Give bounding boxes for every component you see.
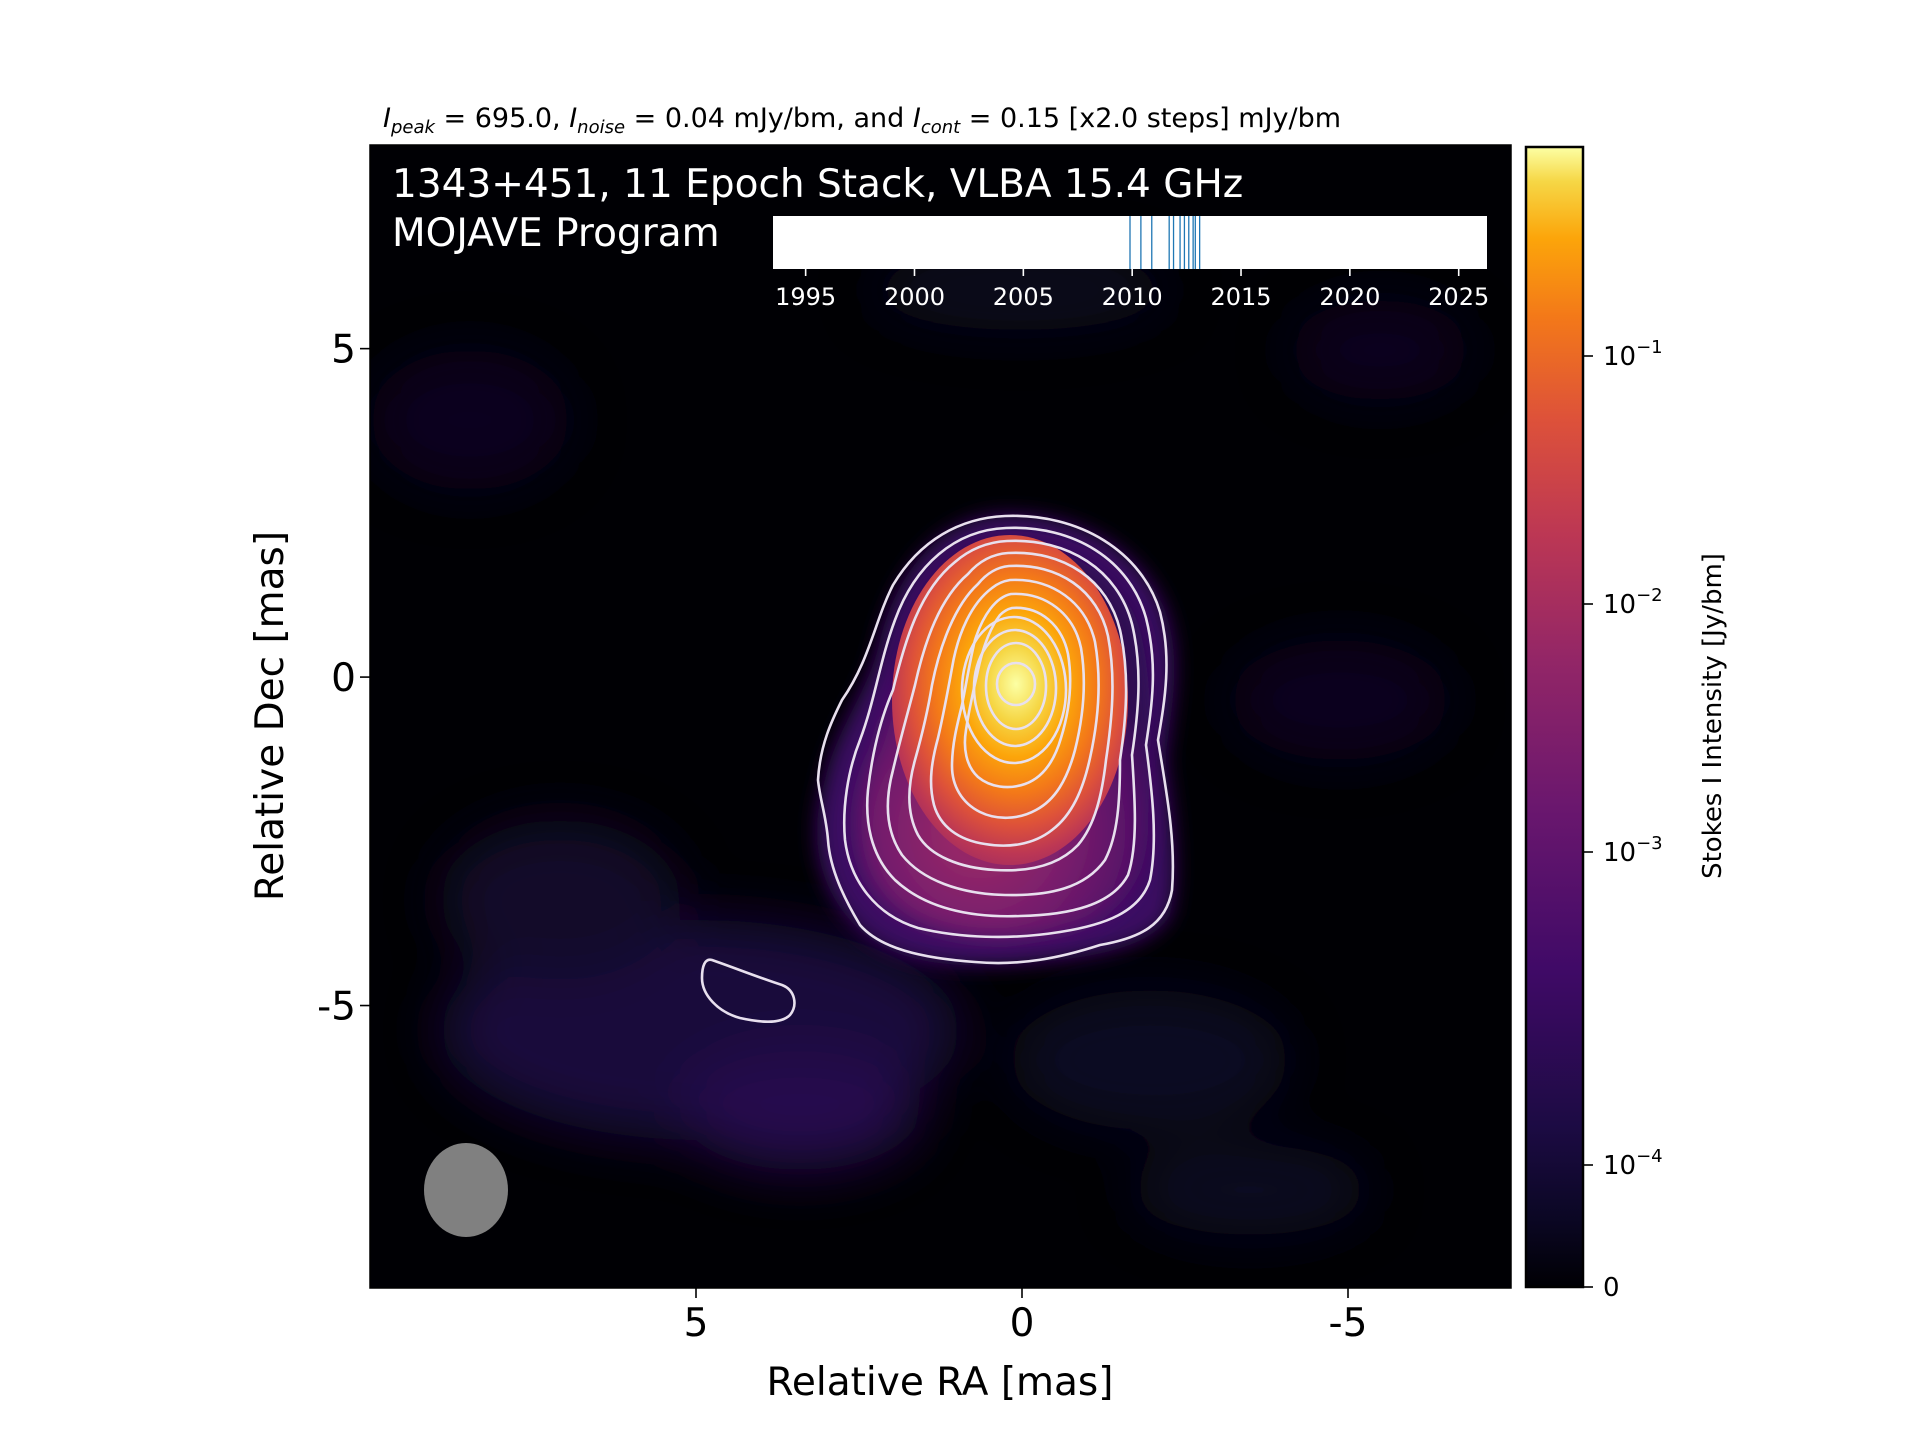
epoch-tick-label: 2020 [1319, 283, 1380, 311]
y-axis-ticks: 5 0 -5 [317, 328, 370, 1030]
contour-level-5 [908, 564, 1114, 872]
colorbar-ticks: 10−110−210−310−40 [1583, 337, 1663, 1303]
colorbar-tick-label: 10−2 [1603, 585, 1663, 620]
colorbar-tick-exponent: −2 [1636, 585, 1663, 606]
epoch-timeline: 1995 2000 2005 2010 2015 2020 2025 [773, 216, 1489, 311]
header-peak-sub: peak [390, 117, 437, 138]
x-axis-ticks: 5 0 -5 [684, 1288, 1368, 1346]
colorbar-tick-base: 0 [1603, 1273, 1620, 1303]
x-tick-label: 0 [1010, 1301, 1035, 1346]
epoch-timeline-ticks: 1995 2000 2005 2010 2015 2020 2025 [775, 269, 1489, 311]
contour-level-1 [816, 514, 1175, 965]
overlay-title-line2: MOJAVE Program [392, 211, 720, 256]
contour-isolated-blob [700, 958, 796, 1024]
x-axis-label: Relative RA [mas] [767, 1360, 1114, 1405]
contour-level-11 [984, 641, 1048, 731]
colorbar-tick-label: 10−3 [1603, 833, 1663, 868]
colorbar-tick-label: 10−4 [1603, 1146, 1663, 1181]
contour-level-2 [842, 526, 1156, 939]
colorbar-tick-label: 0 [1603, 1273, 1620, 1303]
figure-header: Ipeak = 695.0, Inoise = 0.04 mJy/bm, and… [383, 103, 1341, 138]
colorbar-tick-label: 10−1 [1603, 337, 1663, 372]
colorbar-gradient [1524, 145, 1585, 1289]
epoch-markers [1129, 216, 1201, 269]
colorbar-tick-base: 10 [1603, 590, 1636, 620]
epoch-tick-label: 2025 [1428, 283, 1489, 311]
header-cont-rest: = 0.15 [x2.0 steps] mJy/bm [960, 103, 1341, 134]
image-panel: 1343+451, 11 Epoch Stack, VLBA 15.4 GHz … [370, 145, 1511, 1288]
contour-level-7 [950, 592, 1086, 820]
header-peak-symbol: I [383, 103, 391, 134]
y-tick-label: 0 [331, 656, 356, 701]
header-peak-rest: = 695.0, [435, 103, 569, 134]
colorbar-tick-exponent: −3 [1636, 833, 1663, 854]
colorbar-tick-base: 10 [1603, 838, 1636, 868]
colorbar-tick-base: 10 [1603, 1151, 1636, 1181]
contour-level-10 [972, 628, 1058, 748]
header-noise-sub: noise [577, 117, 625, 138]
header-cont-sub: cont [921, 117, 961, 138]
colorbar-tick-base: 10 [1603, 342, 1636, 372]
epoch-tick-label: 2000 [884, 283, 945, 311]
contour-level-4 [886, 551, 1128, 897]
colorbar-label: Stokes I Intensity [Jy/bm] [1698, 553, 1728, 879]
core-emission [892, 535, 1128, 865]
contour-level-8 [963, 606, 1072, 789]
colorbar-tick-exponent: −4 [1636, 1146, 1663, 1167]
epoch-tick-label: 2015 [1210, 283, 1271, 311]
contour-level-6 [929, 578, 1100, 847]
contour-level-12 [995, 661, 1037, 707]
beam-ellipse [424, 1143, 508, 1237]
contour-level-9 [960, 615, 1068, 765]
x-tick-label: -5 [1329, 1301, 1368, 1346]
epoch-tick-label: 2005 [993, 283, 1054, 311]
contours [700, 514, 1175, 1024]
overlay-title-line1: 1343+451, 11 Epoch Stack, VLBA 15.4 GHz [392, 162, 1243, 207]
header-noise-symbol: I [569, 103, 577, 134]
header-cont-symbol: I [913, 103, 921, 134]
y-tick-label: 5 [331, 328, 356, 373]
y-tick-label: -5 [317, 985, 356, 1030]
epoch-tick-label: 1995 [775, 283, 836, 311]
colorbar: 10−110−210−310−40 Stokes I Intensity [Jy… [1524, 145, 1728, 1303]
image-frame [369, 144, 1512, 1289]
header-noise-rest: = 0.04 mJy/bm, and [625, 103, 913, 134]
y-axis-label: Relative Dec [mas] [248, 531, 293, 901]
contour-level-3 [865, 539, 1140, 918]
noise-haze [370, 250, 1470, 1235]
epoch-tick-label: 2010 [1102, 283, 1163, 311]
colorbar-tick-exponent: −1 [1636, 337, 1663, 358]
x-tick-label: 5 [684, 1301, 709, 1346]
